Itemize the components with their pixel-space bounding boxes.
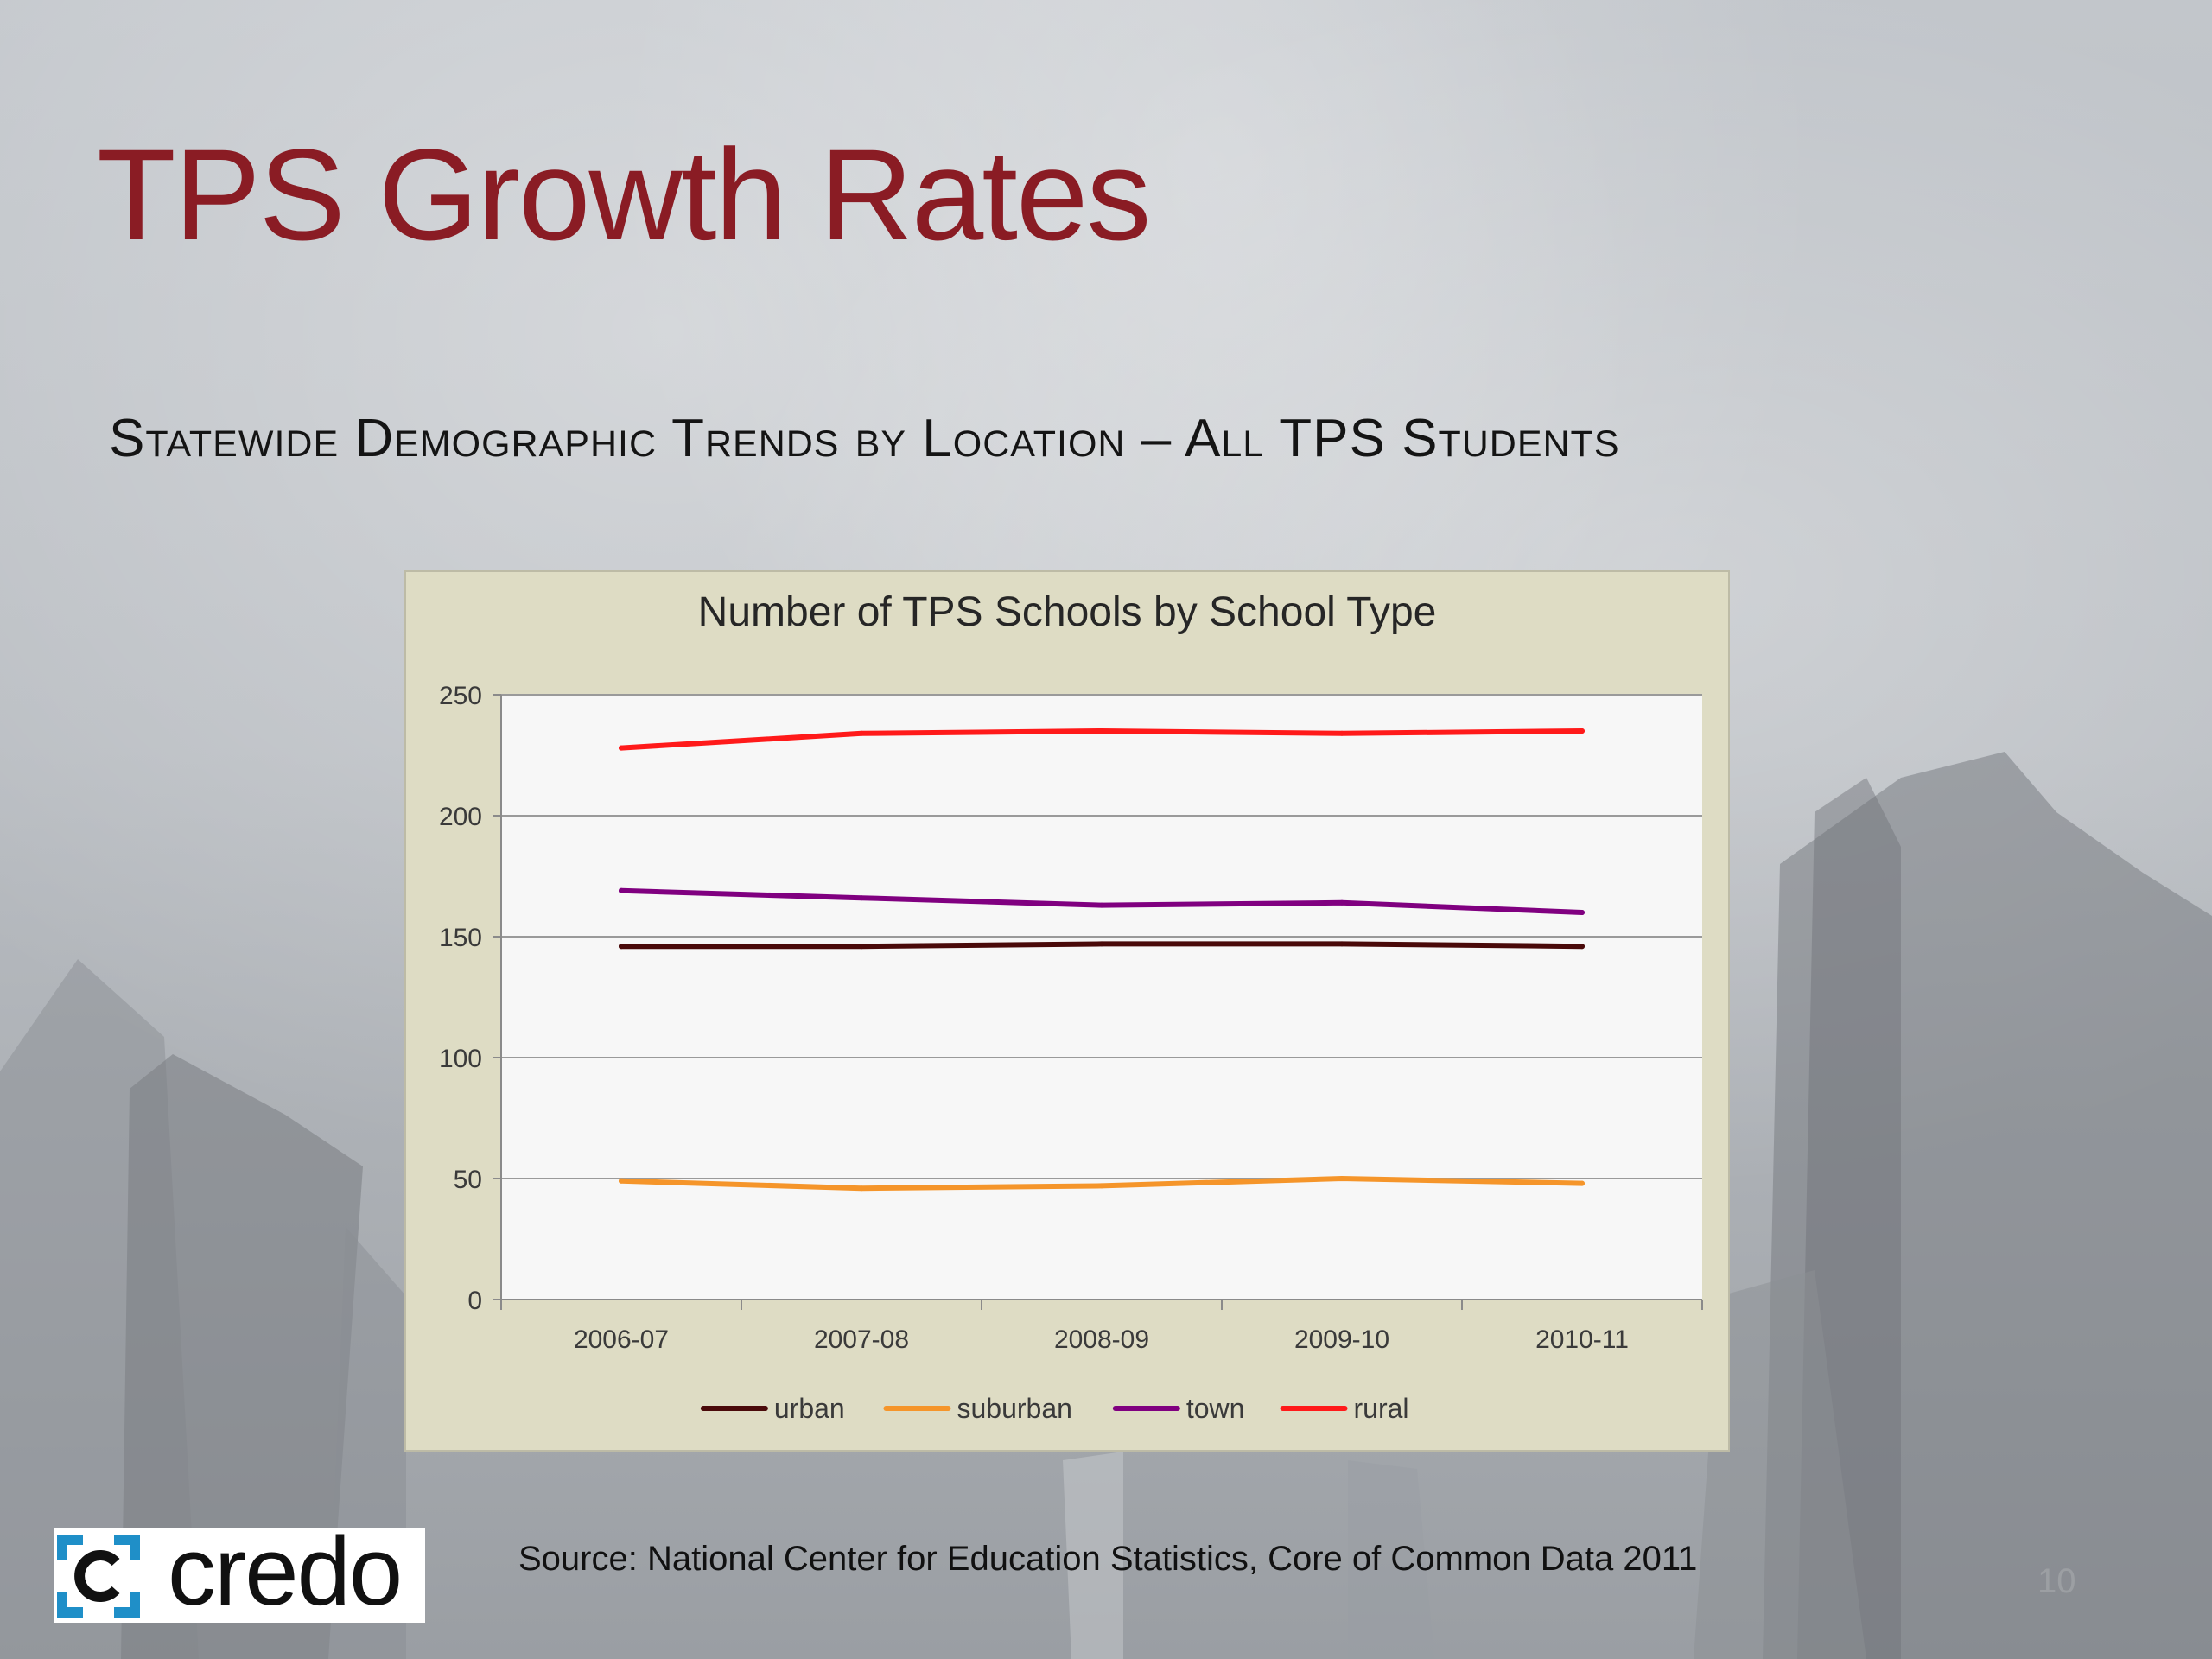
legend-label-urban: urban bbox=[774, 1393, 845, 1424]
slide-title: TPS Growth Rates bbox=[97, 122, 1151, 267]
data-point-town bbox=[619, 887, 624, 893]
data-point-town bbox=[1099, 902, 1104, 908]
y-tick-label: 0 bbox=[467, 1287, 482, 1315]
page-number: 10 bbox=[2037, 1562, 2076, 1600]
legend-label-town: town bbox=[1186, 1393, 1245, 1424]
plot-area bbox=[501, 695, 1702, 1300]
y-tick-label: 200 bbox=[439, 803, 482, 831]
data-point-urban bbox=[1339, 941, 1344, 947]
y-tick-label: 100 bbox=[439, 1045, 482, 1073]
data-point-suburban bbox=[619, 1178, 624, 1184]
data-point-rural bbox=[1580, 728, 1585, 734]
source-citation: Source: National Center for Education St… bbox=[518, 1540, 1698, 1578]
x-tick-label: 2009-10 bbox=[1294, 1325, 1389, 1354]
data-point-urban bbox=[859, 944, 864, 950]
axes: 0 50 100 150 200 250 2006-07 2007-08 2008-09 2009… bbox=[439, 682, 1703, 1354]
y-tick-label: 150 bbox=[439, 924, 482, 952]
line-chart: Number of TPS Schools by School Type 0 50… bbox=[439, 589, 1703, 1424]
legend-label-suburban: suburban bbox=[957, 1393, 1071, 1424]
legend-label-rural: rural bbox=[1354, 1393, 1409, 1424]
data-point-rural bbox=[859, 730, 864, 736]
data-point-urban bbox=[1099, 941, 1104, 947]
data-point-rural bbox=[619, 745, 624, 751]
data-point-suburban bbox=[1339, 1176, 1344, 1181]
series-lines bbox=[619, 728, 1585, 1192]
x-tick-label: 2010-11 bbox=[1535, 1325, 1629, 1354]
x-tick-label: 2007-08 bbox=[814, 1325, 909, 1354]
data-point-town bbox=[1580, 910, 1585, 915]
slide-subtitle: Statewide Demographic Trends by Location… bbox=[109, 409, 1620, 468]
data-point-suburban bbox=[1580, 1180, 1585, 1186]
y-tick-label: 50 bbox=[454, 1166, 482, 1194]
chart-container: Number of TPS Schools by School Type 0 50… bbox=[404, 570, 1730, 1452]
data-point-urban bbox=[619, 944, 624, 950]
x-tick-label: 2006-07 bbox=[574, 1325, 669, 1354]
data-point-town bbox=[1339, 899, 1344, 906]
credo-logo-wordmark: credo bbox=[168, 1517, 403, 1625]
data-point-rural bbox=[1339, 730, 1344, 736]
chart-title: Number of TPS Schools by School Type bbox=[698, 589, 1437, 635]
data-point-town bbox=[859, 895, 864, 901]
y-tick-label: 250 bbox=[439, 682, 482, 710]
data-point-urban bbox=[1580, 944, 1585, 950]
data-point-suburban bbox=[859, 1185, 864, 1192]
data-point-suburban bbox=[1099, 1183, 1104, 1189]
x-tick-label: 2008-09 bbox=[1054, 1325, 1149, 1354]
data-point-rural bbox=[1099, 728, 1104, 734]
credo-logo: credo bbox=[54, 1517, 425, 1625]
gridlines bbox=[501, 694, 1702, 1179]
credo-logo-mark-icon bbox=[57, 1535, 140, 1618]
legend: urban suburban town rural bbox=[700, 1393, 1409, 1424]
